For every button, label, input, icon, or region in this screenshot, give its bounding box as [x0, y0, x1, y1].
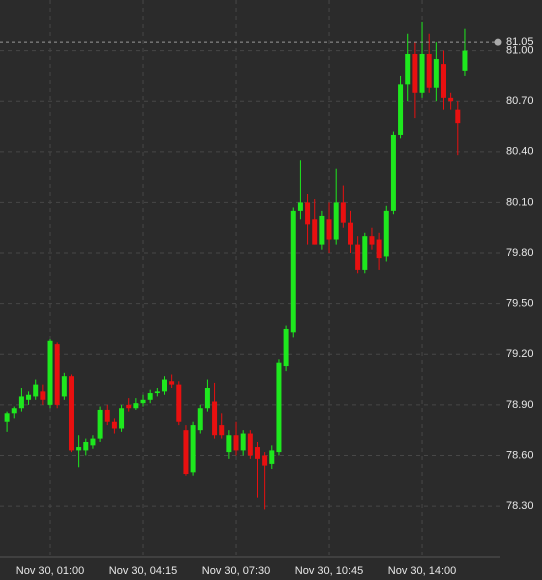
candle-body: [104, 409, 110, 422]
y-tick-label: 79.50: [506, 298, 534, 310]
y-tick-label: 79.20: [506, 348, 534, 360]
candle-body: [297, 202, 303, 211]
y-tick-label: 80.10: [506, 196, 534, 208]
candle-body: [176, 384, 182, 422]
candle-body: [398, 84, 404, 135]
candle-body: [33, 384, 39, 397]
candle-body: [111, 421, 117, 429]
candle-body: [276, 362, 282, 453]
candle-body: [54, 344, 60, 405]
candle-body: [161, 379, 167, 392]
candle-body: [426, 53, 432, 88]
candle-body: [462, 50, 468, 71]
candle-body: [126, 404, 132, 409]
x-tick-label: Nov 30, 01:00: [16, 565, 85, 577]
last-price-label: 81.05: [506, 36, 534, 48]
candle-body: [61, 376, 67, 397]
y-tick-label: 78.30: [506, 500, 534, 512]
candle-body: [76, 447, 82, 451]
candle-body: [154, 391, 160, 394]
candle-body: [362, 236, 368, 270]
candle-body: [347, 222, 353, 245]
candle-body: [262, 455, 268, 466]
candle-body: [269, 450, 275, 464]
candle-body: [333, 202, 339, 240]
candle-body: [140, 399, 146, 404]
candle-body: [233, 435, 239, 451]
candle-body: [440, 64, 446, 98]
candle-body: [405, 53, 411, 85]
candle-body: [204, 387, 210, 409]
candle-body: [68, 376, 74, 451]
candle-body: [47, 340, 53, 405]
candle-body: [290, 210, 296, 333]
candle-body: [455, 109, 461, 124]
candle-body: [369, 236, 375, 245]
candle-body: [90, 438, 96, 446]
candle-body: [355, 244, 361, 270]
candle-body: [83, 441, 89, 451]
candle-body: [169, 381, 175, 385]
candle-body: [383, 210, 389, 257]
candle-body: [26, 394, 32, 400]
candle-body: [147, 393, 153, 400]
candle-body: [219, 425, 225, 436]
candle-body: [254, 447, 260, 459]
x-tick-label: Nov 30, 07:30: [202, 565, 271, 577]
candle-body: [376, 239, 382, 259]
candle-body: [448, 97, 454, 102]
candle-body: [419, 53, 425, 93]
y-tick-label: 78.90: [506, 399, 534, 411]
candle-body: [247, 433, 253, 456]
candle-body: [190, 425, 196, 473]
candle-body: [412, 53, 418, 93]
x-tick-label: Nov 30, 10:45: [295, 565, 364, 577]
candle-body: [319, 215, 325, 245]
candle-body: [340, 202, 346, 223]
candle-body: [312, 219, 318, 245]
candle-body: [226, 435, 232, 453]
x-tick-label: Nov 30, 14:00: [388, 565, 457, 577]
candle-body: [240, 433, 246, 451]
candle-body: [133, 403, 139, 409]
candle-body: [197, 408, 203, 431]
last-price-dot: [494, 38, 502, 46]
candle-body: [40, 391, 46, 400]
candle-body: [212, 401, 218, 436]
candle-body: [390, 134, 396, 211]
x-tick-label: Nov 30, 04:15: [109, 565, 178, 577]
candle-body: [18, 396, 24, 409]
y-tick-label: 80.40: [506, 146, 534, 158]
y-tick-label: 78.60: [506, 449, 534, 461]
y-tick-label: 81.00: [506, 45, 534, 57]
candle-body: [326, 219, 332, 240]
candle-body: [4, 413, 10, 422]
candle-body: [11, 408, 17, 414]
candle-body: [433, 59, 439, 88]
candle-body: [119, 408, 125, 429]
y-tick-label: 79.80: [506, 247, 534, 259]
candle-body: [305, 202, 311, 225]
candle-body: [183, 430, 189, 475]
y-tick-label: 80.70: [506, 95, 534, 107]
candle-body: [283, 328, 289, 367]
candle-body: [97, 409, 103, 439]
